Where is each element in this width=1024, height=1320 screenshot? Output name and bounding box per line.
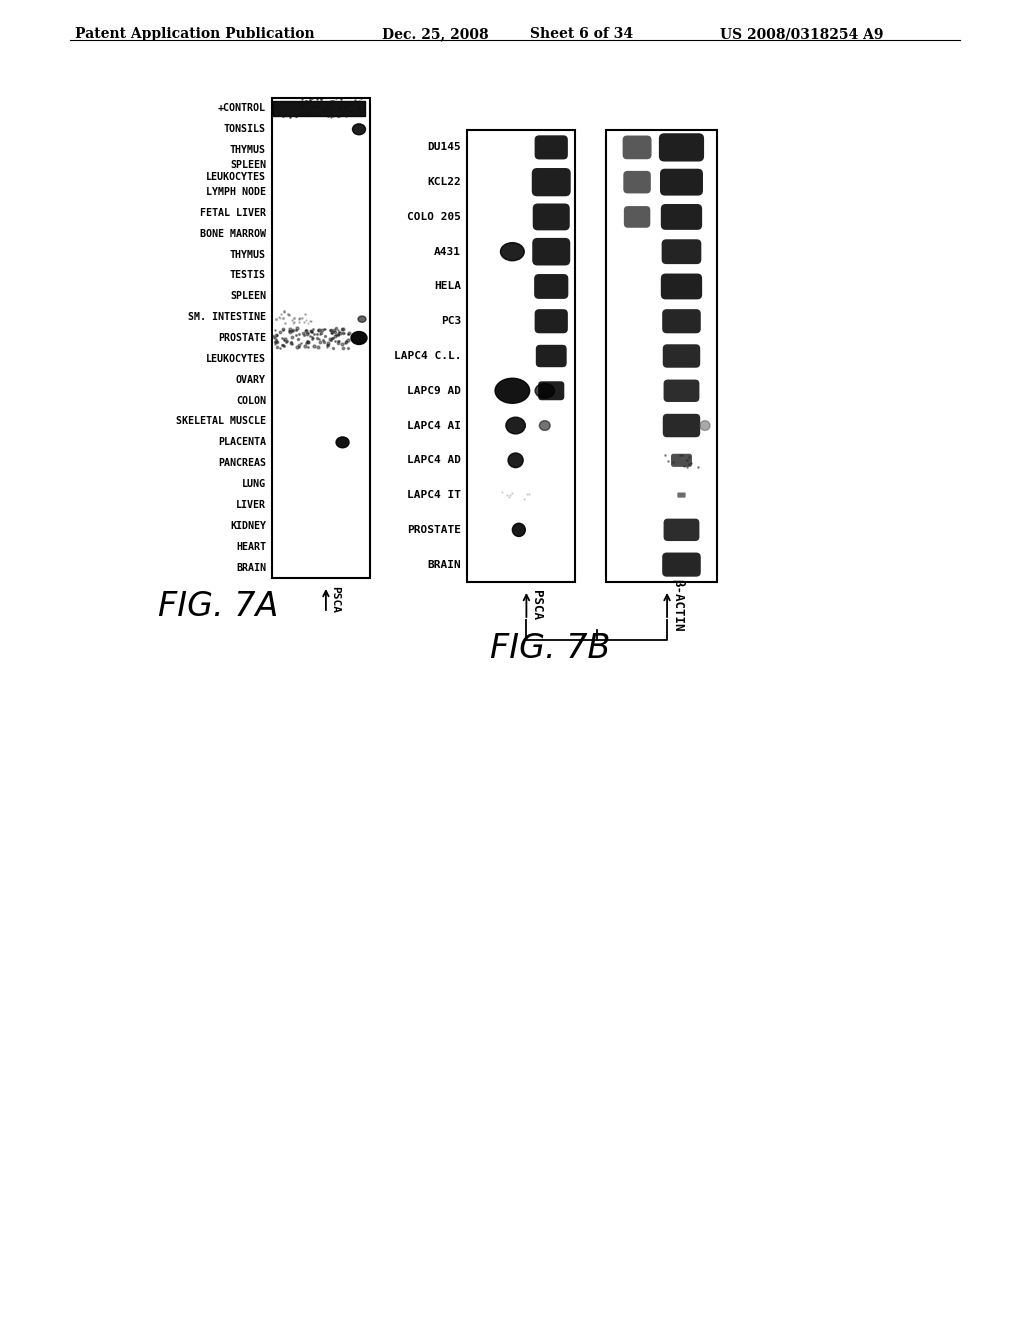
FancyBboxPatch shape [663,309,700,334]
Text: HELA: HELA [434,281,461,292]
FancyBboxPatch shape [664,519,699,541]
Text: PROSTATE: PROSTATE [407,525,461,535]
Text: FIG. 7A: FIG. 7A [158,590,279,623]
Text: US 2008/0318254 A9: US 2008/0318254 A9 [720,26,884,41]
Ellipse shape [535,384,554,399]
FancyBboxPatch shape [658,133,705,161]
FancyBboxPatch shape [660,273,702,300]
Text: HEART: HEART [236,541,266,552]
FancyBboxPatch shape [660,205,702,230]
FancyBboxPatch shape [677,492,686,498]
Text: TONSILS: TONSILS [224,124,266,135]
Text: TESTIS: TESTIS [230,271,266,280]
Ellipse shape [508,453,523,467]
Text: PSCA: PSCA [530,590,544,620]
Text: COLON: COLON [236,396,266,405]
Ellipse shape [540,421,550,430]
Ellipse shape [351,331,367,345]
Ellipse shape [512,523,525,536]
Text: A431: A431 [434,247,461,256]
Text: +CONTROL: +CONTROL [218,103,266,114]
Text: KIDNEY: KIDNEY [230,521,266,531]
Text: PC3: PC3 [440,317,461,326]
FancyBboxPatch shape [663,413,700,437]
Text: Patent Application Publication: Patent Application Publication [75,26,314,41]
Ellipse shape [358,315,366,322]
FancyBboxPatch shape [663,553,700,577]
Text: PANCREAS: PANCREAS [218,458,266,469]
Text: KCL22: KCL22 [427,177,461,187]
FancyBboxPatch shape [623,136,651,160]
FancyBboxPatch shape [532,203,569,231]
Text: OVARY: OVARY [236,375,266,384]
FancyBboxPatch shape [664,380,699,403]
Text: PSCA: PSCA [330,586,340,614]
Text: SM. INTESTINE: SM. INTESTINE [188,312,266,322]
Text: LIVER: LIVER [236,500,266,510]
Text: LUNG: LUNG [242,479,266,490]
Bar [467,129,575,582]
Text: THYMUS: THYMUS [230,249,266,260]
Text: PLACENTA: PLACENTA [218,437,266,447]
Text: LAPC4 AD: LAPC4 AD [407,455,461,466]
Text: BRAIN: BRAIN [427,560,461,570]
Text: DU145: DU145 [427,143,461,152]
Bar [272,98,370,578]
FancyBboxPatch shape [535,309,568,334]
Ellipse shape [336,437,349,447]
Ellipse shape [501,243,524,261]
FancyBboxPatch shape [624,170,651,194]
FancyBboxPatch shape [531,168,570,197]
FancyBboxPatch shape [535,136,568,160]
Text: β-ACTIN: β-ACTIN [671,578,684,631]
Text: LAPC4 IT: LAPC4 IT [407,490,461,500]
Ellipse shape [352,124,366,135]
Text: LAPC4 AI: LAPC4 AI [407,421,461,430]
Ellipse shape [700,421,710,430]
FancyBboxPatch shape [663,345,700,368]
FancyBboxPatch shape [660,169,702,195]
Text: BRAIN: BRAIN [236,562,266,573]
Ellipse shape [495,379,529,404]
Text: LEUKOCYTES: LEUKOCYTES [206,354,266,364]
Text: Dec. 25, 2008: Dec. 25, 2008 [382,26,488,41]
Text: COLO 205: COLO 205 [407,213,461,222]
FancyBboxPatch shape [624,206,650,228]
FancyBboxPatch shape [536,345,566,367]
Text: Sheet 6 of 34: Sheet 6 of 34 [530,26,633,41]
FancyBboxPatch shape [535,275,568,298]
FancyBboxPatch shape [539,381,564,400]
Text: SPLEEN: SPLEEN [230,292,266,301]
FancyBboxPatch shape [532,238,570,265]
Text: LYMPH NODE: LYMPH NODE [206,187,266,197]
Text: FIG. 7B: FIG. 7B [490,632,610,665]
FancyBboxPatch shape [671,454,692,467]
Text: SPLEEN
LEUKOCYTES: SPLEEN LEUKOCYTES [206,160,266,182]
Text: THYMUS: THYMUS [230,145,266,156]
FancyBboxPatch shape [662,239,701,264]
Text: LAPC9 AD: LAPC9 AD [407,385,461,396]
Ellipse shape [506,417,525,434]
Text: BONE MARROW: BONE MARROW [200,228,266,239]
Text: LAPC4 C.L.: LAPC4 C.L. [393,351,461,360]
Text: FETAL LIVER: FETAL LIVER [200,207,266,218]
Bar [606,129,717,582]
Text: SKELETAL MUSCLE: SKELETAL MUSCLE [176,417,266,426]
Text: PROSTATE: PROSTATE [218,333,266,343]
